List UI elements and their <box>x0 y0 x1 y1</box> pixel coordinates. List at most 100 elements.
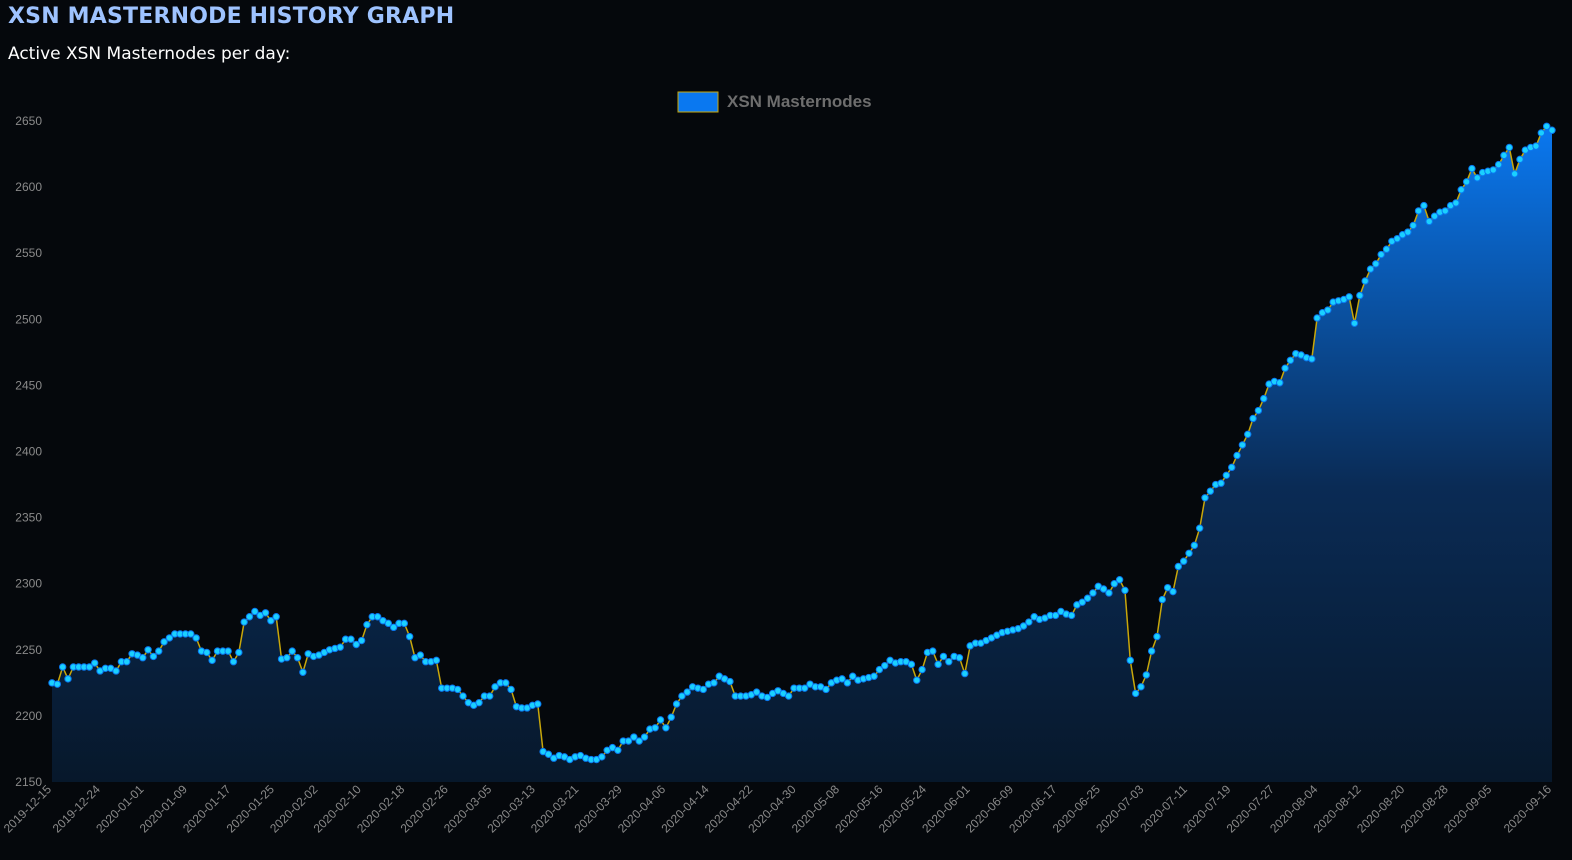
data-point <box>475 698 483 707</box>
y-tick-label: 2550 <box>15 246 42 260</box>
y-tick-label: 2250 <box>15 643 42 657</box>
data-point <box>1217 479 1225 487</box>
data-point <box>870 672 878 680</box>
area-fill <box>52 126 1552 783</box>
data-point <box>1244 430 1252 439</box>
data-point <box>224 647 232 655</box>
data-point <box>1238 441 1247 449</box>
data-point <box>1286 356 1295 364</box>
data-point <box>373 613 382 621</box>
data-point <box>363 620 371 629</box>
data-point <box>283 654 291 662</box>
legend-label[interactable]: XSN Masternodes <box>727 92 872 111</box>
data-point <box>1115 576 1124 584</box>
data-point <box>416 651 425 659</box>
data-point <box>389 623 398 632</box>
data-point <box>678 692 686 700</box>
data-point <box>662 724 670 732</box>
y-tick-label: 2450 <box>15 378 42 392</box>
y-tick-label: 2500 <box>15 312 42 326</box>
data-point <box>453 685 462 694</box>
data-point <box>726 677 734 686</box>
data-point <box>1377 250 1385 259</box>
data-point <box>1308 355 1316 363</box>
data-point <box>245 613 254 621</box>
data-point <box>1393 234 1401 243</box>
data-point <box>1179 557 1188 565</box>
data-point <box>939 652 948 661</box>
data-point <box>165 634 174 642</box>
data-point <box>1126 656 1134 665</box>
data-point <box>1019 622 1028 630</box>
data-point <box>502 679 510 687</box>
y-tick-label: 2350 <box>15 511 42 525</box>
data-point <box>155 647 163 655</box>
data-point <box>913 676 921 684</box>
data-point <box>1452 199 1460 207</box>
data-point <box>822 685 830 694</box>
data-point <box>507 685 515 694</box>
data-point <box>160 638 168 646</box>
data-point <box>1324 306 1332 314</box>
data-point <box>918 665 926 674</box>
data-point <box>934 660 942 669</box>
data-point <box>1185 549 1193 557</box>
data-point <box>229 658 238 666</box>
data-point <box>1366 265 1375 273</box>
data-point <box>235 648 243 657</box>
data-point <box>1067 611 1076 620</box>
data-point <box>251 607 259 616</box>
data-point <box>1361 277 1369 285</box>
data-point <box>486 692 494 700</box>
data-point <box>1260 394 1268 403</box>
data-point <box>1494 160 1503 169</box>
data-point <box>288 647 296 655</box>
x-tick-label: 2020-09-05 <box>1441 782 1495 836</box>
data-point <box>1372 260 1380 268</box>
data-point <box>187 630 195 638</box>
data-point <box>1532 142 1540 150</box>
page-subtitle: Active XSN Masternodes per day: <box>8 44 291 64</box>
data-point <box>1142 671 1151 679</box>
data-point <box>267 617 275 625</box>
data-point <box>1163 583 1172 592</box>
y-tick-label: 2300 <box>15 577 42 591</box>
data-point <box>955 654 964 662</box>
data-point <box>1441 207 1449 215</box>
data-point <box>651 724 659 732</box>
data-point <box>784 692 793 700</box>
data-point <box>1190 541 1199 550</box>
data-point <box>1195 524 1204 532</box>
data-point <box>139 654 147 662</box>
data-point <box>491 683 499 691</box>
data-point <box>875 665 884 674</box>
data-point <box>1345 293 1353 301</box>
data-point <box>1462 178 1471 186</box>
data-point <box>710 679 718 687</box>
data-point <box>881 661 889 670</box>
data-point <box>614 746 622 754</box>
data-point <box>534 700 542 708</box>
y-tick-label: 2150 <box>15 775 42 789</box>
data-point <box>544 750 553 758</box>
data-point <box>347 635 355 643</box>
data-point <box>1153 632 1161 641</box>
chart-legend[interactable]: XSN Masternodes <box>677 91 872 113</box>
data-point <box>240 618 248 626</box>
data-point <box>58 663 67 671</box>
data-point <box>1233 451 1241 460</box>
data-point <box>299 668 307 676</box>
data-point <box>1409 221 1417 230</box>
data-point <box>112 667 120 675</box>
legend-swatch[interactable] <box>677 91 719 113</box>
data-point <box>843 679 852 687</box>
data-point <box>144 646 152 654</box>
data-point <box>1313 314 1321 322</box>
data-point <box>699 685 707 694</box>
data-point <box>1158 595 1167 604</box>
data-point <box>1254 406 1263 415</box>
series-points <box>48 122 1556 764</box>
y-tick-label: 2200 <box>15 709 42 723</box>
data-point <box>1051 611 1060 620</box>
